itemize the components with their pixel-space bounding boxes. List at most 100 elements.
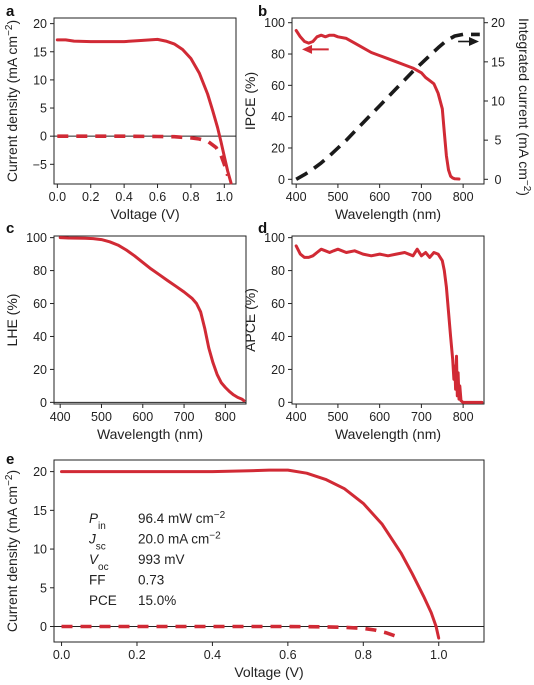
- plot-frame-e: [53, 459, 485, 643]
- panel-label-e: e: [6, 451, 14, 468]
- y-tick-label-c: 0: [40, 396, 47, 410]
- y-tick-label-a: 20: [33, 17, 47, 31]
- y-axis-label-a-sup: −2: [4, 24, 15, 36]
- y-tick-label-d: 0: [278, 396, 285, 410]
- y-tick-label-c: 100: [26, 231, 47, 245]
- plot-frame-b: [291, 17, 485, 185]
- x-tick-label-b: 700: [411, 190, 432, 204]
- annotation-symbol-main: PCE: [89, 593, 117, 608]
- x-tick-label-d: 700: [411, 410, 432, 424]
- annotation-symbol: FF: [89, 573, 106, 588]
- y-axis-label-e: Current density (mA cm−2): [4, 470, 21, 632]
- annotation-symbol-main: V: [89, 552, 100, 567]
- y-tick-label-b: 60: [271, 79, 285, 93]
- series-line-b-1: [295, 32, 480, 181]
- y-tick-label-c: 80: [33, 264, 47, 278]
- annotation-symbol-main: J: [88, 532, 96, 547]
- y2-tick-label-b: 5: [495, 134, 502, 148]
- y-tick-label-b: 20: [271, 141, 285, 155]
- x-tick-label-e: 0.8: [355, 648, 372, 662]
- panel-label-d: d: [258, 220, 267, 237]
- y-tick-label-d: 40: [271, 330, 285, 344]
- x-tick-label-e: 0.4: [204, 648, 221, 662]
- x-tick-label-e: 0.0: [53, 648, 70, 662]
- y-axis-label-d: APCE (%): [242, 288, 258, 352]
- y-axis-label-e-sup: −2: [4, 474, 15, 486]
- y-tick-label-a: 10: [33, 73, 47, 87]
- panel-label-a: a: [6, 3, 15, 20]
- y-tick-label-b: 40: [271, 110, 285, 124]
- annotation-symbol-sub: sc: [96, 541, 106, 552]
- y2-tick-label-b: 0: [495, 173, 502, 187]
- x-axis-label-b: Wavelength (nm): [335, 206, 441, 222]
- y-tick-label-b: 80: [271, 48, 285, 62]
- arrow-right-head: [468, 36, 479, 46]
- y-tick-label-e: 20: [33, 465, 47, 479]
- y-tick-label-e: 10: [33, 543, 47, 557]
- x-tick-label-d: 600: [369, 410, 390, 424]
- arrow-left-head: [302, 44, 313, 54]
- x-tick-label-c: 700: [174, 410, 195, 424]
- y-axis-label-e-end: ): [4, 470, 20, 475]
- y-tick-label-d: 60: [271, 297, 285, 311]
- annotation-value-main: 20.0 mA cm: [138, 532, 209, 547]
- annotation-value: 0.73: [138, 573, 164, 588]
- x-tick-label-a: 0.0: [49, 190, 66, 204]
- panel-e: e 0.0 0.2 0.4 0.6 0.8 1.0 0 5 10 15 20 Voltage (V) Cu…: [4, 451, 485, 680]
- series-line-c-0: [58, 236, 246, 403]
- annotation-value: 15.0%: [138, 593, 176, 608]
- y-tick-label-b: 0: [278, 173, 285, 187]
- y-axis-label-a-main: Current density (mA cm: [4, 36, 20, 182]
- series-line-b-0: [294, 29, 461, 181]
- annotation-value: 993 mV: [138, 552, 185, 567]
- x-axis-label-e: Voltage (V): [234, 664, 303, 680]
- annotation-value: 96.4 mW cm−2: [138, 510, 226, 527]
- y-tick-label-d: 100: [264, 231, 285, 245]
- x-axis-label-c: Wavelength (nm): [97, 426, 203, 442]
- series-line-e-1: [61, 624, 398, 639]
- x-tick-label-a: 0.8: [182, 190, 199, 204]
- x-tick-label-a: 0.6: [149, 190, 166, 204]
- x-tick-label-c: 600: [132, 410, 153, 424]
- x-axis-label-a: Voltage (V): [110, 206, 179, 222]
- y-axis-label-c: LHE (%): [4, 294, 20, 347]
- plot-frame-d: [291, 235, 485, 405]
- y-axis-label-a-end: ): [4, 20, 20, 25]
- annotation-symbol-sub: oc: [98, 562, 109, 573]
- y-tick-label-d: 80: [271, 264, 285, 278]
- x-tick-label-b: 400: [286, 190, 307, 204]
- plot-frame-c: [53, 235, 247, 405]
- x-tick-label-c: 500: [91, 410, 112, 424]
- y-tick-label-a: 0: [40, 130, 47, 144]
- annotation-value-main: 96.4 mW cm: [138, 511, 214, 526]
- x-tick-label-a: 0.2: [82, 190, 99, 204]
- annotation-value-sup: −2: [214, 510, 226, 521]
- y-axis-label-e-main: Current density (mA cm: [4, 486, 20, 632]
- x-tick-label-e: 0.2: [128, 648, 145, 662]
- y-tick-label-a: 15: [33, 45, 47, 59]
- x-tick-label-e: 1.0: [430, 648, 447, 662]
- panel-label-c: c: [6, 220, 14, 237]
- y-axis-label-a: Current density (mA cm−2): [4, 20, 21, 182]
- y2-axis-label-b-end: ): [516, 191, 532, 196]
- series-line-d-0: [294, 244, 484, 404]
- y2-tick-label-b: 20: [491, 16, 505, 30]
- annotation-value-sup: −2: [209, 530, 221, 541]
- x-tick-label-c: 800: [215, 410, 236, 424]
- y-tick-label-a: 5: [40, 102, 47, 116]
- y-tick-label-e: 0: [40, 620, 47, 634]
- annotation-symbol-main: P: [89, 511, 98, 526]
- y2-axis-label-b-main: Integrated current (mA cm: [516, 18, 532, 180]
- y-tick-label-e: 15: [33, 504, 47, 518]
- y-tick-label-a: −5: [33, 158, 47, 172]
- x-tick-label-c: 400: [50, 410, 71, 424]
- panel-label-b: b: [258, 3, 267, 20]
- annotation-symbol: Jsc: [88, 532, 106, 553]
- x-tick-label-d: 500: [327, 410, 348, 424]
- x-tick-label-a: 1.0: [216, 190, 233, 204]
- panel-c: c 400 500 600 700 800 0 20 40 60 80 100 Wavelength (…: [4, 220, 247, 442]
- annotation-symbol: Pin: [89, 511, 106, 532]
- x-tick-label-b: 500: [327, 190, 348, 204]
- x-tick-label-b: 800: [453, 190, 474, 204]
